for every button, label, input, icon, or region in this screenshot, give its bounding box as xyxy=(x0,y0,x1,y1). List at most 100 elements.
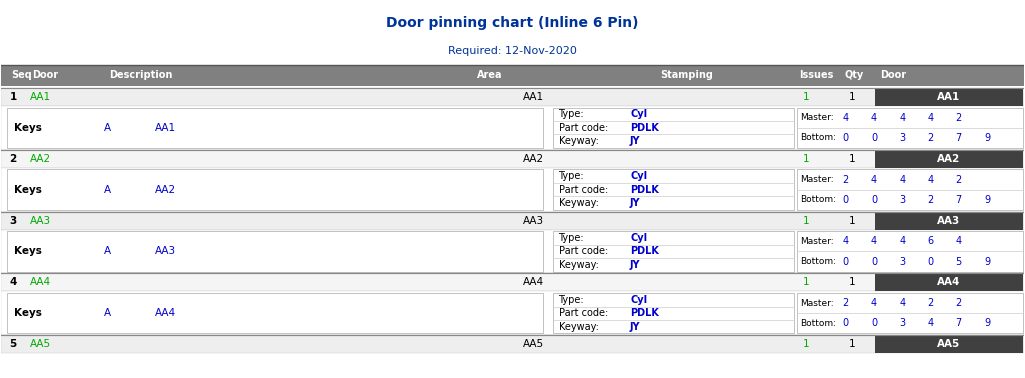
Text: 0: 0 xyxy=(871,318,877,328)
Text: Stamping: Stamping xyxy=(661,70,713,81)
FancyBboxPatch shape xyxy=(554,108,793,148)
Text: Keys: Keys xyxy=(13,308,42,318)
Text: JY: JY xyxy=(630,322,641,332)
Text: 9: 9 xyxy=(984,195,990,204)
FancyBboxPatch shape xyxy=(554,293,793,333)
Text: Type:: Type: xyxy=(559,171,584,181)
Text: Master:: Master: xyxy=(800,299,833,308)
FancyBboxPatch shape xyxy=(1,335,1024,353)
Text: 9: 9 xyxy=(984,318,990,328)
Text: 1: 1 xyxy=(803,277,809,287)
Text: Seq: Seq xyxy=(11,70,33,81)
Text: AA4: AA4 xyxy=(30,277,51,287)
Text: Bottom:: Bottom: xyxy=(800,133,835,142)
Text: Cyl: Cyl xyxy=(630,233,647,243)
Text: 2: 2 xyxy=(928,133,934,143)
Text: 4: 4 xyxy=(955,236,961,246)
Text: AA2: AA2 xyxy=(30,153,51,164)
Text: PDLK: PDLK xyxy=(630,184,659,195)
Text: Area: Area xyxy=(477,70,502,81)
Text: 3: 3 xyxy=(9,215,16,226)
FancyBboxPatch shape xyxy=(6,293,543,333)
FancyBboxPatch shape xyxy=(796,231,1023,271)
Text: Part code:: Part code: xyxy=(559,122,608,133)
Text: 2: 2 xyxy=(843,298,849,308)
Text: 1: 1 xyxy=(803,92,809,102)
Text: 4: 4 xyxy=(928,175,934,184)
FancyBboxPatch shape xyxy=(1,212,1024,229)
Text: 2: 2 xyxy=(928,298,934,308)
Text: 0: 0 xyxy=(843,195,849,204)
Text: Bottom:: Bottom: xyxy=(800,257,835,266)
Text: Bottom:: Bottom: xyxy=(800,195,835,204)
Text: 2: 2 xyxy=(955,113,961,122)
Text: Description: Description xyxy=(109,70,172,81)
Text: A: A xyxy=(104,308,111,318)
FancyBboxPatch shape xyxy=(875,88,1023,106)
Text: 4: 4 xyxy=(899,175,905,184)
Text: 0: 0 xyxy=(843,257,849,266)
Text: Keys: Keys xyxy=(13,122,42,133)
Text: Keyway:: Keyway: xyxy=(559,198,599,208)
Text: AA1: AA1 xyxy=(30,92,51,102)
Text: Cyl: Cyl xyxy=(630,109,647,119)
Text: 5: 5 xyxy=(9,339,16,349)
Text: 0: 0 xyxy=(843,318,849,328)
Text: Qty: Qty xyxy=(845,70,864,81)
Text: AA4: AA4 xyxy=(523,277,544,287)
Text: 0: 0 xyxy=(928,257,934,266)
FancyBboxPatch shape xyxy=(1,88,1024,106)
Text: 0: 0 xyxy=(843,133,849,143)
Text: Required: 12-Nov-2020: Required: 12-Nov-2020 xyxy=(448,46,577,56)
FancyBboxPatch shape xyxy=(1,65,1024,86)
FancyBboxPatch shape xyxy=(875,335,1023,353)
Text: 3: 3 xyxy=(899,133,905,143)
Text: AA3: AA3 xyxy=(30,215,51,226)
Text: Door: Door xyxy=(880,70,907,81)
Text: Door pinning chart (Inline 6 Pin): Door pinning chart (Inline 6 Pin) xyxy=(386,16,639,30)
Text: AA1: AA1 xyxy=(938,92,960,102)
Text: 1: 1 xyxy=(849,215,855,226)
Text: AA2: AA2 xyxy=(523,153,544,164)
Text: 2: 2 xyxy=(9,153,16,164)
Text: 4: 4 xyxy=(871,175,877,184)
Text: Part code:: Part code: xyxy=(559,246,608,257)
Text: PDLK: PDLK xyxy=(630,122,659,133)
Text: 3: 3 xyxy=(899,318,905,328)
Text: Bottom:: Bottom: xyxy=(800,319,835,328)
Text: 5: 5 xyxy=(955,257,961,266)
Text: AA2: AA2 xyxy=(938,153,960,164)
Text: 1: 1 xyxy=(803,153,809,164)
FancyBboxPatch shape xyxy=(875,212,1023,229)
Text: 3: 3 xyxy=(899,257,905,266)
Text: A: A xyxy=(104,246,111,257)
Text: 1: 1 xyxy=(849,277,855,287)
Text: 6: 6 xyxy=(928,236,934,246)
Text: JY: JY xyxy=(630,198,641,208)
FancyBboxPatch shape xyxy=(554,169,793,210)
Text: 7: 7 xyxy=(955,195,961,204)
FancyBboxPatch shape xyxy=(875,273,1023,291)
Text: 1: 1 xyxy=(803,339,809,349)
Text: AA2: AA2 xyxy=(155,184,176,195)
Text: Part code:: Part code: xyxy=(559,184,608,195)
Text: PDLK: PDLK xyxy=(630,246,659,257)
Text: AA5: AA5 xyxy=(938,339,960,349)
FancyBboxPatch shape xyxy=(796,169,1023,210)
Text: 4: 4 xyxy=(871,113,877,122)
Text: AA1: AA1 xyxy=(155,122,176,133)
Text: 1: 1 xyxy=(849,339,855,349)
Text: Master:: Master: xyxy=(800,237,833,246)
Text: AA3: AA3 xyxy=(155,246,176,257)
FancyBboxPatch shape xyxy=(875,150,1023,167)
Text: 4: 4 xyxy=(843,113,849,122)
Text: PDLK: PDLK xyxy=(630,308,659,318)
Text: 4: 4 xyxy=(899,113,905,122)
Text: 0: 0 xyxy=(871,195,877,204)
Text: Keyway:: Keyway: xyxy=(559,260,599,270)
Text: 2: 2 xyxy=(843,175,849,184)
Text: 2: 2 xyxy=(928,195,934,204)
Text: Keys: Keys xyxy=(13,184,42,195)
Text: 7: 7 xyxy=(955,318,961,328)
Text: 0: 0 xyxy=(871,133,877,143)
